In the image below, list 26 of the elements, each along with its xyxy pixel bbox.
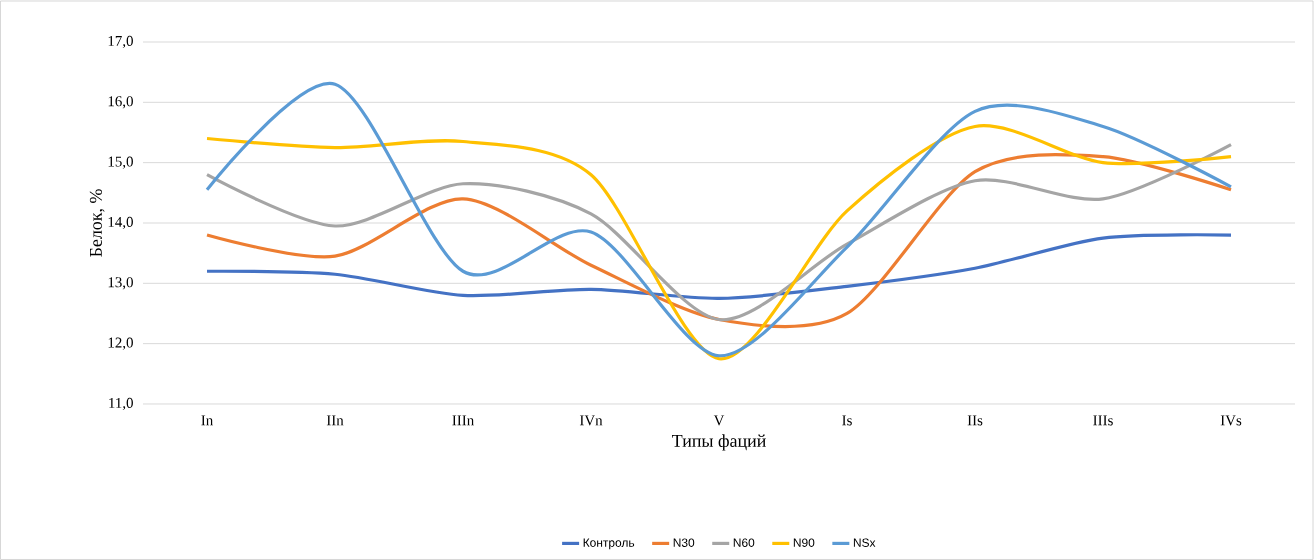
x-tick-label: IIn [326, 415, 344, 426]
y-tick-label: 17,0 [108, 35, 133, 49]
line-series [205, 233, 1233, 300]
y-axis-title: Белок, % [89, 189, 105, 257]
x-axis-title: Типы фаций [672, 434, 766, 451]
legend-label: NSx [853, 538, 876, 547]
x-tick-label: IVn [579, 415, 603, 426]
x-tick-label: IIs [967, 415, 983, 426]
y-tick-label: 15,0 [108, 156, 133, 169]
x-tick-label: IIIs [1093, 415, 1113, 426]
legend-label: Контроль [583, 538, 635, 550]
y-tick-label: 16,0 [108, 96, 133, 109]
x-tick-label: In [201, 415, 214, 426]
legend-label: N90 [793, 538, 815, 547]
y-tick-label: 14,0 [108, 216, 133, 230]
x-tick-label: IVs [1220, 415, 1242, 426]
y-tick-label: 11,0 [109, 397, 133, 411]
x-tick-label: IIIn [452, 415, 474, 426]
line-series [205, 82, 1233, 358]
legend-label: N30 [673, 538, 695, 547]
y-tick-label: 12,0 [108, 337, 133, 350]
y-tick-label: 13,0 [108, 277, 133, 290]
x-tick-label: V [713, 415, 725, 426]
legend-label: N60 [733, 538, 755, 547]
line-series [205, 124, 1233, 361]
x-tick-label: Is [842, 415, 852, 426]
